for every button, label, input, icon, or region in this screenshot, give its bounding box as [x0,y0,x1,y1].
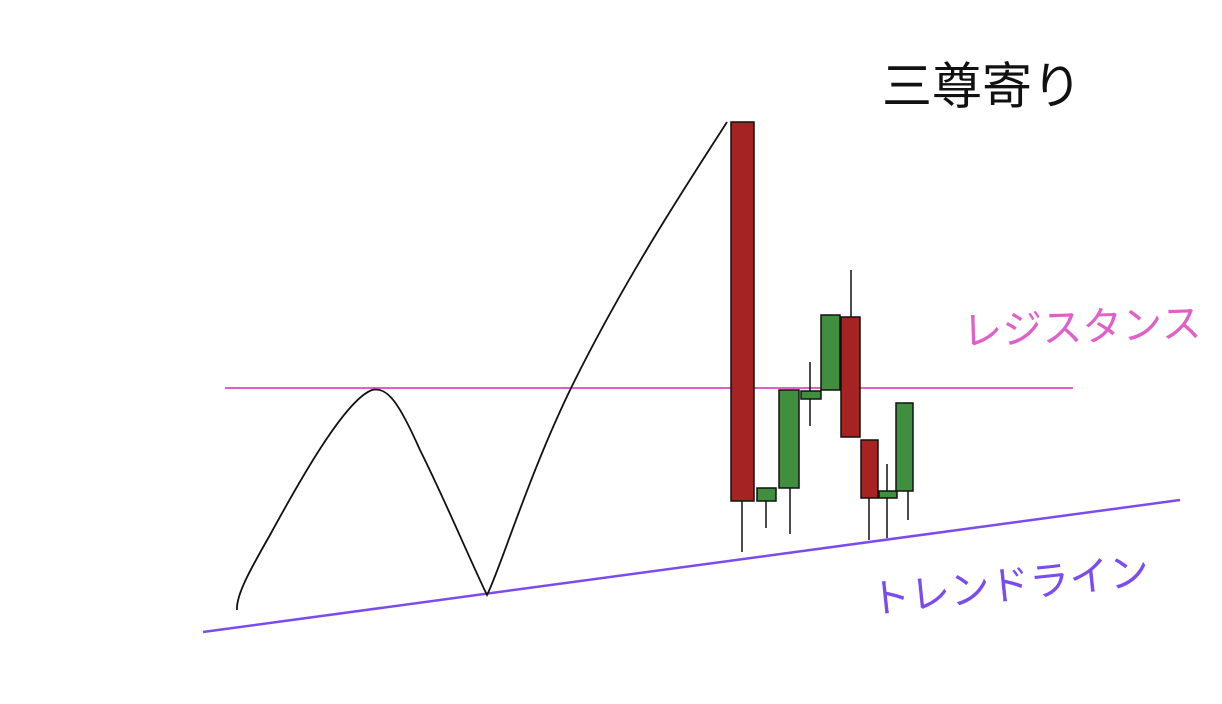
candles [730,121,914,552]
candle [878,490,898,499]
candle [756,487,777,502]
trend-line [202,498,1181,634]
resistance-label: レジスタンス [962,301,1203,355]
candle [895,402,914,492]
candle [800,390,822,400]
candle [778,389,800,489]
candle [730,121,755,502]
candle [840,316,861,438]
price-curve [236,121,728,611]
title: 三尊寄り [882,58,1082,116]
candle [820,314,841,391]
candle [860,439,879,499]
